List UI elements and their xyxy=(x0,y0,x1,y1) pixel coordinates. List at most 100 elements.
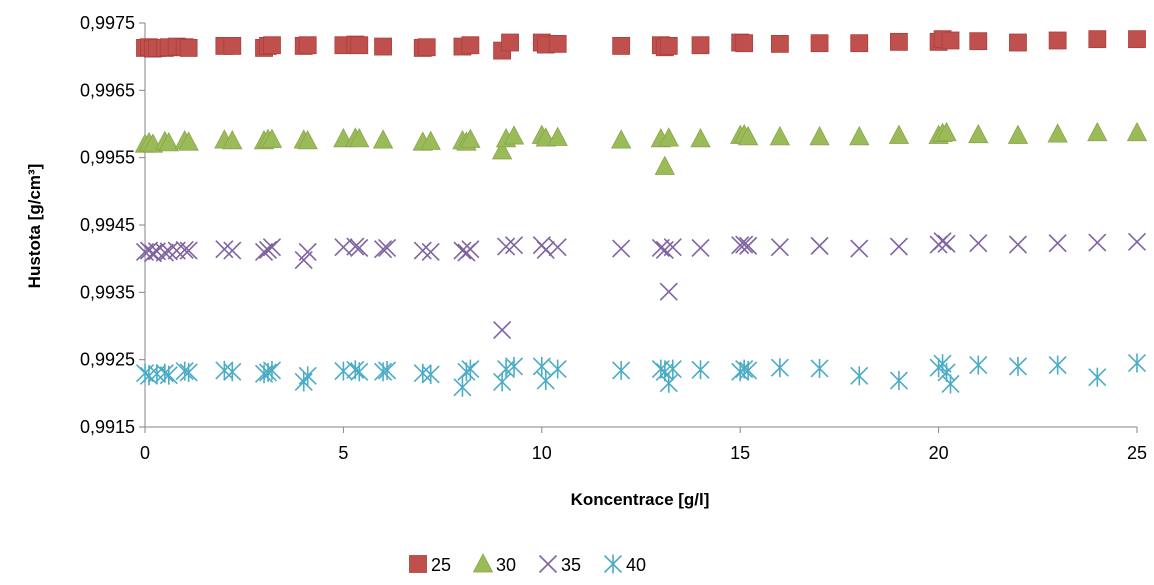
data-point xyxy=(663,238,682,257)
data-point xyxy=(739,236,758,255)
data-point xyxy=(937,362,956,382)
legend-label: 35 xyxy=(561,555,581,575)
data-point xyxy=(933,232,952,251)
data-point xyxy=(969,32,988,51)
data-point xyxy=(690,127,711,148)
data-point xyxy=(223,241,242,260)
y-tick-label: 0,9935 xyxy=(80,282,135,302)
y-axis-title: Hustota [g/cm³] xyxy=(25,164,44,289)
data-point xyxy=(493,372,512,392)
legend-marker xyxy=(538,554,558,574)
x-tick-label: 15 xyxy=(730,443,750,463)
data-point xyxy=(421,242,440,261)
y-tick-label: 0,9955 xyxy=(80,148,135,168)
data-point xyxy=(222,129,243,150)
data-point xyxy=(350,238,369,257)
data-point xyxy=(849,125,870,146)
data-point xyxy=(850,366,869,386)
data-point xyxy=(215,240,234,259)
data-point xyxy=(770,358,789,378)
legend-label: 30 xyxy=(496,555,516,575)
data-point xyxy=(1088,30,1107,49)
data-point xyxy=(548,238,567,257)
data-point xyxy=(1048,31,1067,50)
data-point xyxy=(159,365,178,385)
data-point xyxy=(937,234,956,253)
data-point xyxy=(1007,124,1029,144)
data-point xyxy=(691,360,710,380)
data-point xyxy=(810,358,829,378)
data-point xyxy=(735,235,754,254)
data-point xyxy=(460,128,481,148)
data-point xyxy=(968,123,989,144)
data-point xyxy=(770,238,789,257)
data-point xyxy=(421,364,440,384)
data-point xyxy=(413,241,432,260)
data-point xyxy=(654,155,675,175)
data-point xyxy=(346,237,365,256)
data-point xyxy=(159,242,178,261)
data-point xyxy=(350,362,369,382)
data-point xyxy=(297,129,318,150)
data-point xyxy=(417,38,436,57)
data-point xyxy=(659,36,678,55)
data-point xyxy=(769,125,791,146)
data-point xyxy=(1048,234,1067,253)
data-point xyxy=(1048,355,1067,375)
series-25 xyxy=(136,30,1146,60)
data-point xyxy=(658,127,679,147)
data-point xyxy=(497,237,516,256)
data-point xyxy=(223,36,242,55)
series-35 xyxy=(135,232,1147,340)
data-point xyxy=(261,128,283,148)
data-point xyxy=(548,359,567,379)
data-point xyxy=(850,34,869,53)
y-tick-label: 0,9925 xyxy=(80,350,135,370)
data-point xyxy=(612,360,631,380)
legend: 25 30 35 40 xyxy=(409,553,646,575)
data-point xyxy=(491,140,513,160)
data-point xyxy=(461,36,480,55)
data-point xyxy=(810,34,829,53)
data-point xyxy=(372,129,394,149)
data-point xyxy=(139,241,159,260)
data-point xyxy=(298,242,317,261)
data-point xyxy=(735,34,754,53)
y-tick-label: 0,9915 xyxy=(80,417,135,437)
data-point xyxy=(461,240,480,259)
y-tick-label: 0,9945 xyxy=(80,215,135,235)
data-point xyxy=(298,36,317,55)
data-point xyxy=(501,33,519,52)
data-point xyxy=(691,36,710,55)
data-point xyxy=(933,354,952,374)
data-point xyxy=(493,320,512,340)
data-point xyxy=(888,124,910,144)
data-point xyxy=(612,239,631,258)
data-point xyxy=(377,238,397,257)
data-point xyxy=(504,356,524,376)
data-point xyxy=(1088,367,1107,387)
series-30 xyxy=(134,121,1148,175)
x-tick-label: 5 xyxy=(338,443,348,463)
data-point xyxy=(941,374,960,394)
data-point xyxy=(179,39,198,57)
data-point xyxy=(532,356,551,376)
data-point xyxy=(262,360,282,380)
data-point xyxy=(809,125,830,146)
data-point xyxy=(504,236,524,255)
data-point xyxy=(158,131,179,152)
data-point xyxy=(936,121,957,142)
data-point xyxy=(659,282,678,301)
y-tick-label: 0,9975 xyxy=(80,13,135,33)
data-point xyxy=(179,241,198,260)
data-point xyxy=(453,377,472,397)
legend-label: 40 xyxy=(626,555,646,575)
data-point xyxy=(223,362,242,382)
data-point xyxy=(1128,30,1146,49)
data-point xyxy=(1008,235,1028,254)
series-40 xyxy=(135,353,1147,397)
data-point xyxy=(155,243,174,262)
data-point xyxy=(350,36,369,55)
legend-marker xyxy=(603,554,623,574)
x-tick-label: 10 xyxy=(532,443,552,463)
